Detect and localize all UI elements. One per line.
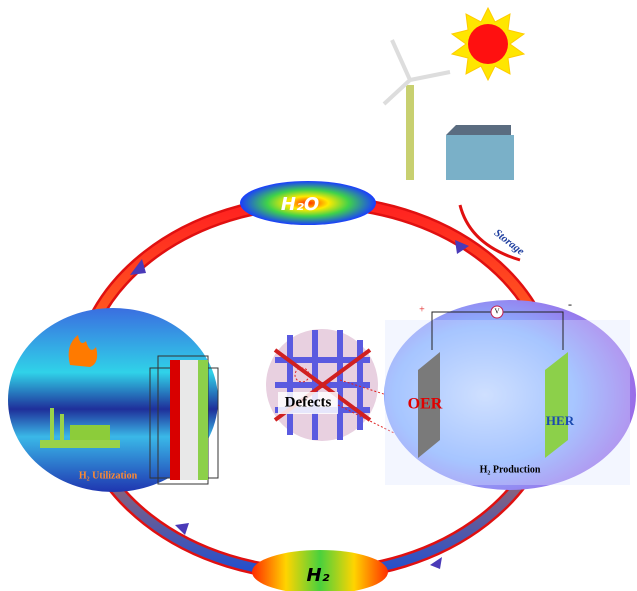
electrode-green bbox=[198, 360, 208, 480]
minus-label: - bbox=[568, 297, 572, 311]
sun-core bbox=[468, 24, 508, 64]
anode bbox=[418, 352, 440, 458]
factory-base bbox=[40, 440, 120, 448]
meter-label: V bbox=[494, 308, 499, 316]
cathode bbox=[545, 352, 568, 458]
lattice bbox=[273, 330, 372, 440]
meter bbox=[490, 305, 504, 319]
membrane bbox=[180, 360, 198, 480]
h2-label: H₂ bbox=[307, 565, 330, 586]
defects-box bbox=[278, 392, 338, 414]
plus-label: + bbox=[419, 304, 425, 315]
chimney bbox=[60, 414, 64, 440]
wind-blades bbox=[382, 39, 451, 106]
factory bbox=[70, 425, 110, 440]
flame bbox=[68, 335, 98, 367]
storage-label: Storage bbox=[492, 227, 527, 258]
defects-label: Defects bbox=[285, 394, 332, 410]
defect-marker bbox=[294, 367, 310, 383]
chimney bbox=[50, 408, 54, 440]
utilization-label: H₂ Utilization bbox=[79, 470, 138, 481]
anode-label: OER bbox=[408, 396, 443, 413]
h2-node bbox=[252, 550, 388, 591]
wind-tower bbox=[406, 85, 414, 180]
production-panel bbox=[384, 300, 636, 490]
production-label: H₂ Production bbox=[480, 464, 541, 475]
electrode-red bbox=[170, 360, 180, 480]
dam-top bbox=[446, 125, 511, 135]
storage-arrow bbox=[458, 204, 521, 262]
cathode-label: HER bbox=[546, 413, 575, 428]
h2o-node bbox=[240, 181, 376, 225]
dam bbox=[446, 135, 514, 180]
h2o-label: H₂O bbox=[281, 194, 319, 215]
